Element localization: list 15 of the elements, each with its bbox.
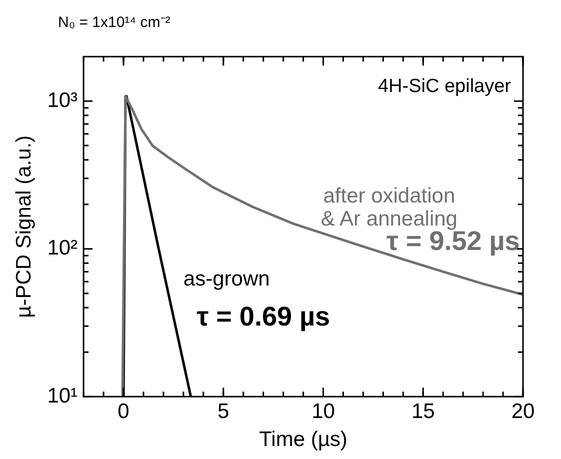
y-tick-label: 10³ [47,88,78,112]
x-axis-title: Time (µs) [259,428,348,452]
annotation: 4H-SiC epilayer [378,76,512,97]
x-tick-label: 15 [411,400,435,423]
x-tick-label: 5 [218,400,230,423]
x-tick-label: 0 [118,400,130,423]
y-tick-label: 10¹ [47,384,78,408]
x-tick-label: 20 [511,400,535,423]
x-tick-label: 10 [312,400,335,423]
series-label: after oxidation & Ar annealing [320,184,458,231]
y-axis-title: µ-PCD Signal (a.u.) [12,135,36,318]
annotation: τ = 0.69 µs [196,302,330,332]
y-tick-label: 10² [47,236,78,260]
series-label: as-grown [183,267,270,290]
chart-title: N₀ = 1x10¹⁴ cm⁻² [57,13,172,33]
